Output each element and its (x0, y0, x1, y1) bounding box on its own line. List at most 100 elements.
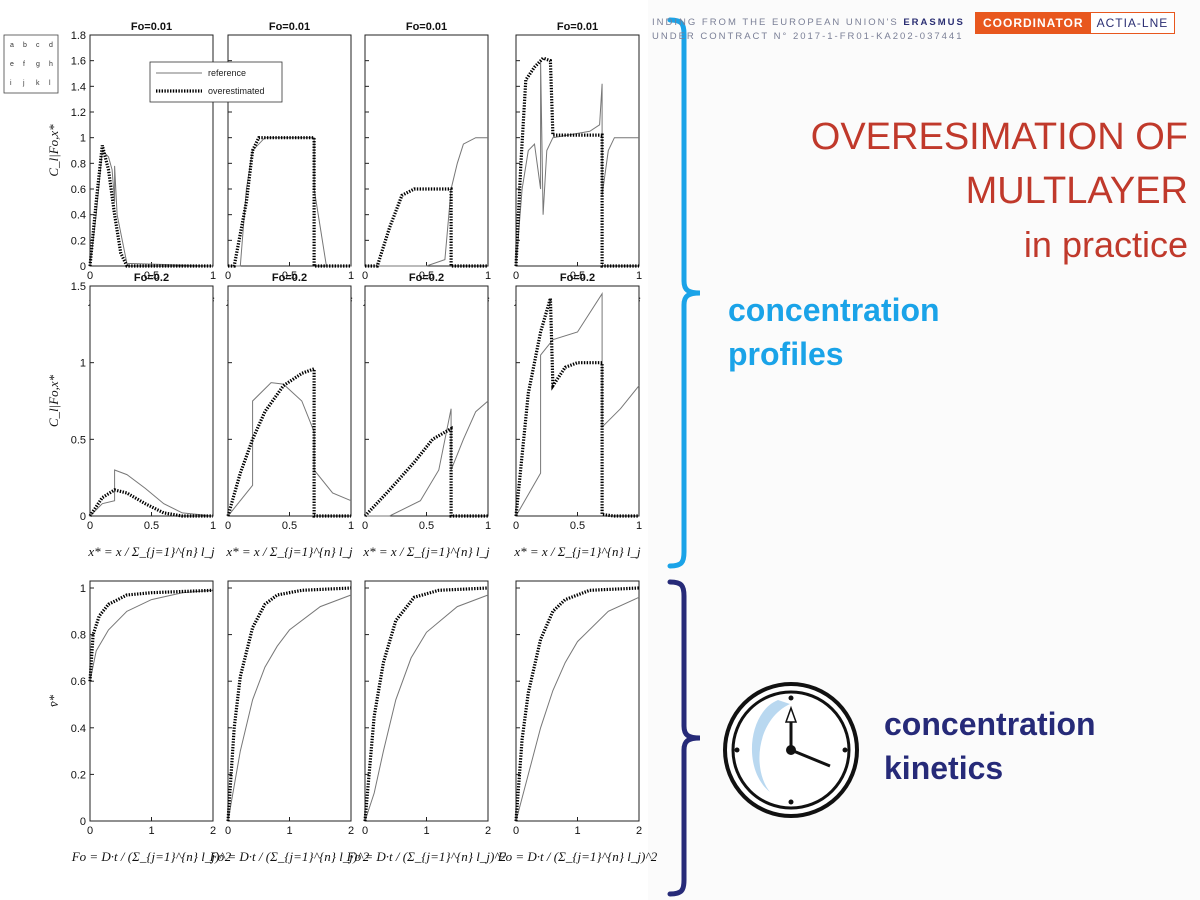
panel-r3-c2: 0 1 2 Fo = D·t / (Σ_{j=1}^{n} l_j)^2 (209, 580, 370, 864)
series-overestimated-line (88, 145, 213, 268)
slide-title-line3: in practice (1023, 224, 1188, 265)
y-axis-label-row2: C_l|Fo,x* (46, 374, 61, 427)
x-axis-label: x* = x / Σ_{j=1}^{n} l_j (513, 544, 641, 559)
y-tick-label: 0.6 (71, 676, 86, 688)
x-tick-label: 0 (87, 270, 93, 282)
panel-r2-c4: 0 0.5 1 Fo=0.2 x* = x / Σ_{j=1}^{n} l_j (513, 272, 642, 559)
y-tick-label: 0.8 (71, 158, 86, 170)
series-overestimated-line (228, 136, 351, 268)
y-tick-label: 1 (80, 133, 86, 145)
series-overestimated-line (226, 586, 352, 822)
y-tick-label: 1.2 (71, 107, 86, 119)
clock-center (786, 745, 796, 755)
x-tick-label: 0.5 (419, 270, 434, 282)
panel-letter-i: i (10, 80, 12, 87)
x-tick-label: 2 (485, 825, 491, 837)
x-axis-label: Fo = D·t / (Σ_{j=1}^{n} l_j)^2 (71, 849, 232, 864)
clock-hour-hand (790, 748, 831, 768)
panel-r3-c4: 0 1 2 Fo = D·t / (Σ_{j=1}^{n} l_j)^2 (497, 580, 658, 864)
x-tick-label: 2 (348, 825, 354, 837)
panel-frame (89, 580, 214, 822)
y-tick-label: 0 (80, 261, 86, 273)
panel-letter-k: k (36, 80, 40, 87)
panel-frame (515, 580, 640, 822)
x-tick-label: 1 (286, 825, 292, 837)
x-axis-label: x* = x / Σ_{j=1}^{n} l_j (362, 544, 490, 559)
x-tick-label: 0 (513, 520, 519, 532)
x-tick-label: 1 (210, 270, 216, 282)
series-overestimated-line (514, 586, 640, 822)
panel-frame (364, 285, 489, 517)
x-tick-label: 0.5 (419, 520, 434, 532)
profiles-label-line1: concentration (728, 292, 940, 328)
funding-line1: INDING FROM THE EUROPEAN UNION'S (652, 17, 904, 28)
clock-minute-arrow (784, 705, 798, 723)
clock-hour-dot (842, 747, 848, 753)
series-reference-line (365, 137, 488, 267)
x-tick-label: 2 (210, 825, 216, 837)
x-axis-label: Fo = D·t / (Σ_{j=1}^{n} l_j)^2 (346, 849, 507, 864)
x-tick-label: 0 (87, 520, 93, 532)
x-tick-label: 0 (225, 270, 231, 282)
panel-frame (89, 285, 214, 517)
y-tick-label: 1 (80, 583, 86, 595)
series-overestimated-line (88, 588, 214, 682)
x-tick-label: 0.5 (144, 520, 159, 532)
panel-frame (364, 34, 489, 267)
panel-letter-grid: a b c d e f g h i j k l (3, 34, 59, 94)
kinetics-label-line2: kinetics (884, 750, 1004, 786)
x-tick-label: 1 (348, 520, 354, 532)
legend-frame (149, 61, 283, 103)
panel-letter-f: f (23, 61, 25, 68)
panel-frame (227, 580, 352, 822)
panel-title: Fo=0.2 (409, 272, 444, 284)
panel-letter-l: l (49, 80, 51, 87)
x-tick-label: 0.5 (282, 270, 297, 282)
series-reference-line (227, 594, 352, 822)
coordinator-badge: COORDINATOR ACTIA-LNE (975, 12, 1176, 34)
x-tick-label: 0 (513, 270, 519, 282)
clock-hour-dot (734, 747, 740, 753)
panel-title: Fo=0.01 (406, 21, 447, 33)
panel-letter-d: d (49, 42, 53, 49)
x-tick-label: 1 (348, 270, 354, 282)
x-axis-label: Fo = D·t / (Σ_{j=1}^{n} l_j)^2 (209, 849, 370, 864)
panel-letter-g: g (36, 61, 40, 68)
panel-title: Fo=0.2 (560, 272, 595, 284)
kinetics-bracket (667, 579, 701, 897)
panel-r2-c2: 0 0.5 1 Fo=0.2 x* = x / Σ_{j=1}^{n} l_j (225, 272, 354, 559)
funding-erasmus: ERASMUS (903, 17, 965, 28)
y-tick-label: 0 (80, 511, 86, 523)
slide-title-line1: OVERESIMATION OF (810, 116, 1188, 158)
panel-r2-c1: 0 0.5 1 0 0.5 1 1.5 Fo=0.2 x* = x / Σ_{j=1}^{n} … (71, 272, 216, 559)
panel-title: Fo=0.01 (131, 21, 172, 33)
series-overestimated-line (363, 425, 488, 518)
series-reference-line (89, 469, 214, 517)
y-tick-label: 0.5 (71, 434, 86, 446)
x-axis-label: Fo = D·t / (Σ_{j=1}^{n} l_j)^2 (497, 849, 658, 864)
y-tick-label: 0.2 (71, 769, 86, 781)
series-overestimated-line (365, 187, 488, 268)
legend: reference overestimated (149, 61, 283, 103)
panel-letter-e: e (10, 61, 14, 68)
x-tick-label: 0 (87, 825, 93, 837)
profiles-bracket (667, 17, 701, 569)
x-tick-label: 0 (513, 825, 519, 837)
panel-title: Fo=0.01 (269, 21, 310, 33)
panel-frame (515, 285, 640, 517)
panel-letter-grid-frame (3, 34, 59, 94)
series-reference-line (364, 594, 489, 822)
x-tick-label: 0.5 (144, 270, 159, 282)
kinetics-label-line1: concentration (884, 706, 1096, 742)
y-tick-label: 1.8 (71, 30, 86, 42)
series-reference-line (365, 400, 489, 517)
series-overestimated-line (88, 488, 213, 518)
x-tick-label: 0.5 (570, 270, 585, 282)
x-tick-label: 1 (636, 270, 642, 282)
x-tick-label: 2 (636, 825, 642, 837)
y-tick-label: 1.6 (71, 56, 86, 68)
